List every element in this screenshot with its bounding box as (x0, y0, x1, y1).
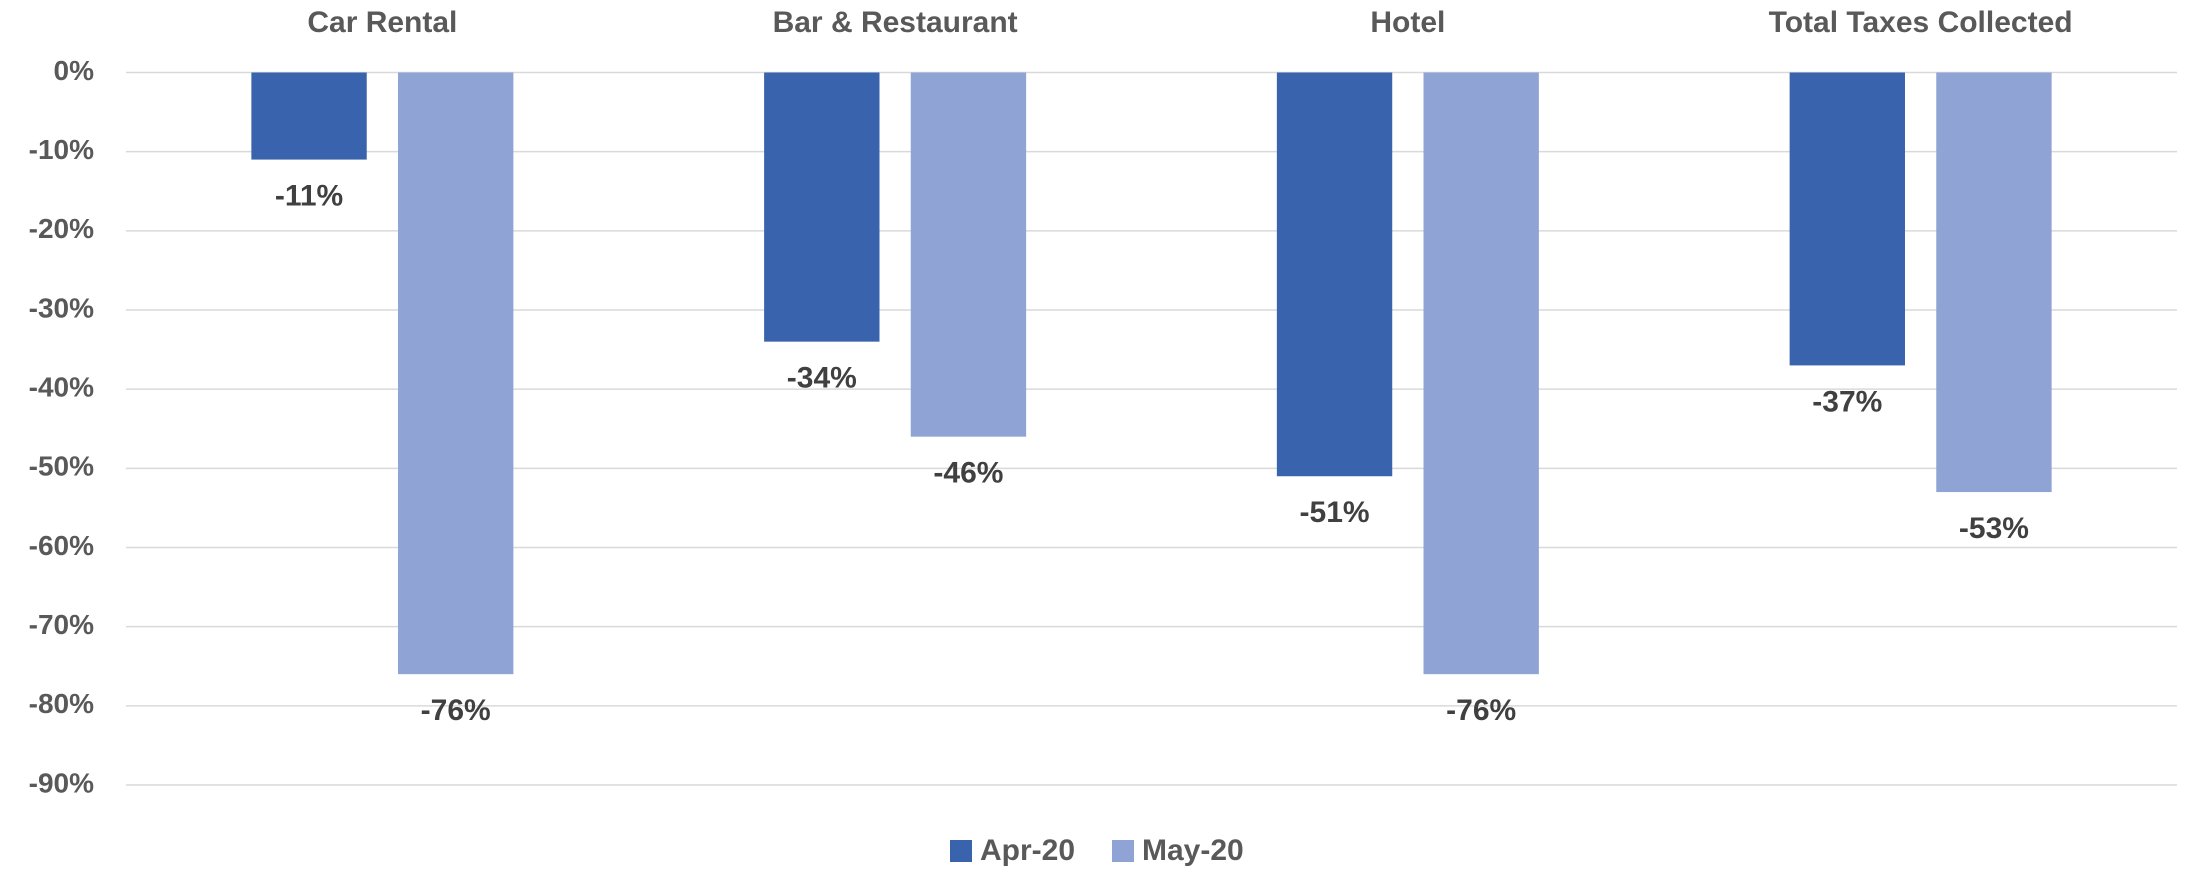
y-tick-label: -70% (29, 609, 94, 640)
data-label: -76% (421, 694, 491, 727)
y-tick-label: -30% (29, 292, 94, 323)
category-label: Total Taxes Collected (1769, 6, 2073, 39)
bar (251, 72, 367, 160)
legend-swatch (1112, 840, 1134, 862)
data-label: -11% (275, 180, 343, 213)
bar (1789, 72, 1905, 366)
bar (764, 72, 880, 342)
data-label: -76% (1446, 694, 1516, 727)
y-tick-label: -80% (29, 688, 94, 719)
legend-swatch (950, 840, 972, 862)
data-label: -46% (933, 457, 1003, 490)
y-tick-label: -50% (29, 451, 94, 482)
category-label: Hotel (1370, 6, 1445, 39)
bar (1423, 72, 1539, 675)
data-label: -37% (1812, 385, 1882, 418)
data-label: -53% (1959, 512, 2029, 545)
bar (398, 72, 514, 675)
data-label: -51% (1300, 496, 1370, 529)
bar (910, 72, 1027, 437)
y-tick-label: -20% (29, 213, 94, 244)
y-tick-label: -40% (29, 372, 94, 403)
bar (1276, 72, 1393, 477)
category-label: Car Rental (307, 6, 457, 39)
y-tick-label: 0% (54, 55, 95, 86)
y-tick-label: -60% (29, 530, 94, 561)
bar (1936, 72, 2052, 493)
y-tick-label: -90% (29, 767, 94, 798)
data-label: -34% (787, 362, 857, 395)
legend-label: May-20 (1142, 834, 1244, 867)
y-tick-label: -10% (29, 134, 94, 165)
category-label: Bar & Restaurant (773, 6, 1018, 39)
legend-label: Apr-20 (980, 834, 1075, 867)
